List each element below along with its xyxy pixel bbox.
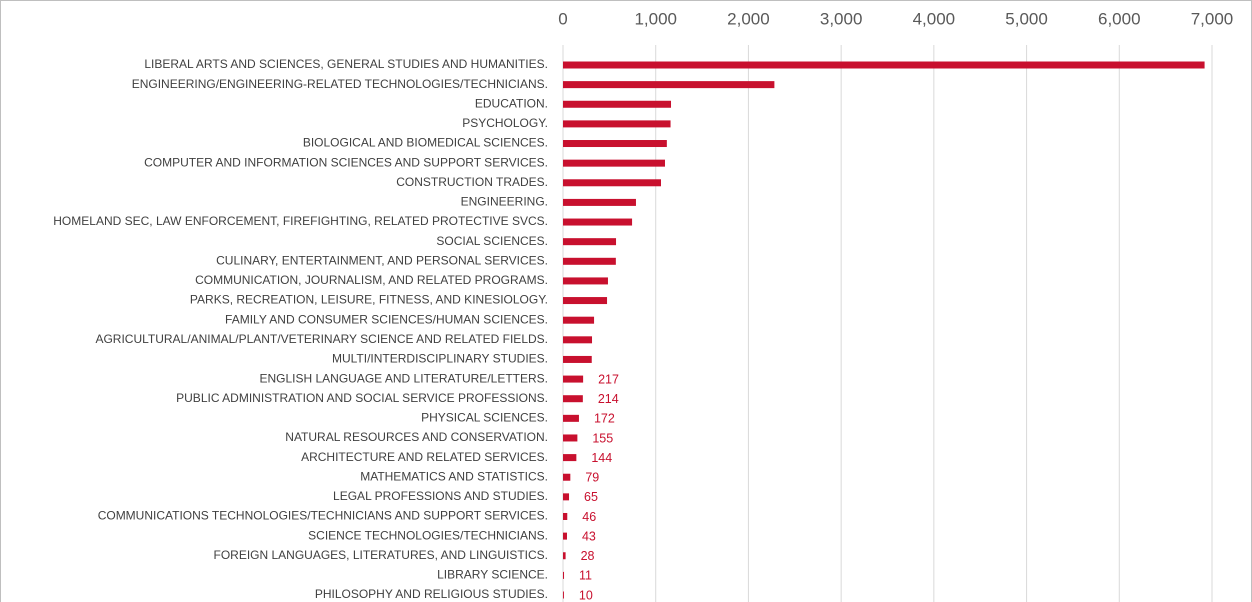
category-label: PARKS, RECREATION, LEISURE, FITNESS, AND…	[190, 293, 548, 307]
bar	[563, 297, 608, 305]
category-label: CULINARY, ENTERTAINMENT, AND PERSONAL SE…	[216, 253, 548, 267]
x-tick-label: 7,000	[1191, 9, 1234, 28]
category-label: ARCHITECTURE AND RELATED SERVICES.	[301, 450, 548, 464]
x-tick-label: 5,000	[1005, 9, 1048, 28]
data-label: 155	[592, 431, 613, 445]
x-tick-label: 0	[558, 9, 567, 28]
bar	[563, 355, 592, 363]
bar	[563, 238, 617, 246]
bar	[563, 218, 633, 226]
category-label: SCIENCE TECHNOLOGIES/TECHNICIANS.	[308, 528, 548, 542]
data-label: 43	[582, 529, 596, 543]
bar	[563, 120, 671, 128]
bar	[563, 473, 571, 481]
data-label: 11	[579, 569, 592, 583]
category-label: CONSTRUCTION TRADES.	[396, 175, 548, 189]
category-label: FOREIGN LANGUAGES, LITERATURES, AND LING…	[213, 548, 548, 562]
bar	[563, 395, 583, 403]
data-label: 10	[579, 588, 593, 602]
bar	[563, 316, 595, 324]
category-label: LIBERAL ARTS AND SCIENCES, GENERAL STUDI…	[144, 57, 548, 71]
x-tick-label: 2,000	[727, 9, 770, 28]
category-label: BIOLOGICAL AND BIOMEDICAL SCIENCES.	[303, 136, 548, 150]
x-tick-label: 6,000	[1098, 9, 1141, 28]
category-label: PHYSICAL SCIENCES.	[421, 411, 548, 425]
bar	[563, 532, 567, 540]
data-label: 214	[598, 392, 619, 406]
category-label: COMMUNICATION, JOURNALISM, AND RELATED P…	[195, 273, 548, 287]
bar	[563, 159, 665, 167]
bar	[563, 277, 608, 285]
bar	[563, 414, 579, 422]
x-tick-label: 4,000	[913, 9, 956, 28]
bar	[563, 140, 667, 148]
category-label: NATURAL RESOURCES AND CONSERVATION.	[285, 430, 548, 444]
bar	[563, 198, 636, 206]
data-label: 172	[594, 412, 615, 426]
bar	[563, 571, 565, 579]
bar	[563, 591, 564, 599]
category-label: LIBRARY SCIENCE.	[437, 568, 548, 582]
bar	[563, 375, 584, 383]
x-tick-label: 1,000	[634, 9, 677, 28]
category-label: HOMELAND SEC, LAW ENFORCEMENT, FIREFIGHT…	[53, 214, 548, 228]
category-label: ENGINEERING.	[461, 195, 548, 209]
category-label: ENGLISH LANGUAGE AND LITERATURE/LETTERS.	[259, 371, 548, 385]
x-tick-label: 3,000	[820, 9, 863, 28]
bar	[563, 552, 566, 560]
category-label: COMPUTER AND INFORMATION SCIENCES AND SU…	[144, 155, 548, 169]
bar	[563, 100, 672, 108]
data-label: 28	[581, 549, 595, 563]
category-label: COMMUNICATIONS TECHNOLOGIES/TECHNICIANS …	[98, 509, 548, 523]
bar	[563, 336, 593, 344]
data-label: 46	[582, 510, 596, 524]
category-label: PUBLIC ADMINISTRATION AND SOCIAL SERVICE…	[176, 391, 548, 405]
category-label: FAMILY AND CONSUMER SCIENCES/HUMAN SCIEN…	[225, 312, 548, 326]
data-label: 65	[584, 490, 598, 504]
bar	[563, 512, 568, 520]
bar	[563, 257, 616, 265]
bar	[563, 81, 775, 89]
data-label: 144	[591, 451, 612, 465]
category-label: AGRICULTURAL/ANIMAL/PLANT/VETERINARY SCI…	[95, 332, 548, 346]
category-label: EDUCATION.	[475, 96, 548, 110]
category-label: MULTI/INTERDISCIPLINARY STUDIES.	[332, 352, 548, 366]
category-label: LEGAL PROFESSIONS AND STUDIES.	[333, 489, 548, 503]
data-label: 79	[585, 471, 599, 485]
bar	[563, 493, 570, 501]
category-label: SOCIAL SCIENCES.	[436, 234, 548, 248]
category-label: PHILOSOPHY AND RELIGIOUS STUDIES.	[315, 587, 548, 601]
bar	[563, 61, 1205, 69]
bar	[563, 434, 578, 442]
category-label: PSYCHOLOGY.	[462, 116, 548, 130]
data-label: 217	[598, 372, 619, 386]
bar	[563, 179, 661, 187]
category-label: MATHEMATICS AND STATISTICS.	[360, 469, 548, 483]
category-label: ENGINEERING/ENGINEERING-RELATED TECHNOLO…	[132, 77, 548, 91]
bar	[563, 454, 577, 462]
